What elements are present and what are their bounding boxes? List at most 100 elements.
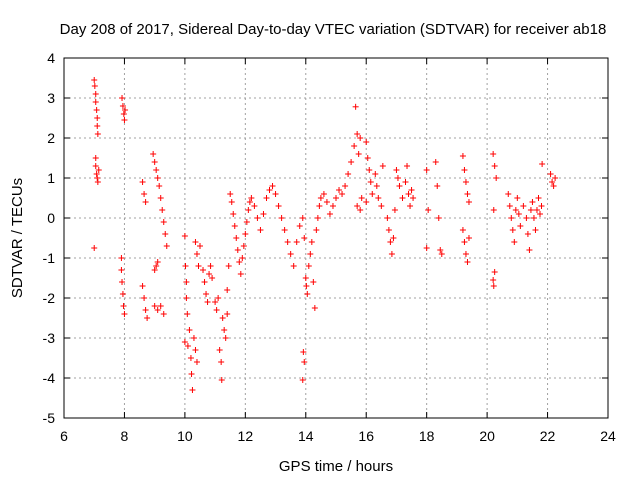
x-tick-label: 16 — [358, 428, 374, 444]
data-point — [120, 111, 127, 117]
data-point — [301, 235, 308, 241]
data-point — [363, 139, 370, 145]
data-point — [160, 219, 167, 225]
data-point — [228, 199, 235, 205]
x-tick-label: 24 — [600, 428, 616, 444]
data-point — [316, 203, 323, 209]
data-point — [278, 215, 285, 221]
data-point — [490, 277, 497, 283]
data-point — [326, 211, 333, 217]
data-point — [394, 175, 401, 181]
data-point — [393, 167, 400, 173]
data-point — [437, 247, 444, 253]
data-point — [491, 163, 498, 169]
data-point — [163, 243, 170, 249]
data-point — [193, 251, 200, 257]
data-point — [224, 311, 231, 317]
data-point — [367, 179, 374, 185]
data-point — [281, 227, 288, 233]
y-axis-title: SDTVAR / TECUs — [9, 178, 26, 298]
data-point — [245, 207, 252, 213]
x-tick-label: 14 — [298, 428, 314, 444]
data-point — [254, 215, 261, 221]
data-point — [432, 159, 439, 165]
data-point — [242, 231, 249, 237]
grid — [64, 58, 608, 418]
data-point — [317, 195, 324, 201]
data-point — [435, 215, 442, 221]
data-point — [404, 163, 411, 169]
data-point — [122, 107, 129, 113]
data-point — [434, 183, 441, 189]
data-point — [407, 203, 414, 209]
data-point — [396, 183, 403, 189]
data-point — [181, 233, 188, 239]
data-point — [119, 291, 126, 297]
data-point — [119, 103, 126, 109]
data-point — [139, 283, 146, 289]
data-point — [236, 259, 243, 265]
data-point — [94, 175, 101, 181]
y-tick-labels: 4 3 2 1 0 -1 -2 -3 -4 -5 — [43, 50, 56, 426]
data-point — [142, 307, 149, 313]
data-point — [248, 195, 255, 201]
data-point — [352, 103, 359, 110]
data-point — [219, 315, 226, 321]
data-point — [299, 215, 306, 221]
data-point — [357, 207, 364, 213]
data-point — [94, 179, 101, 185]
data-point — [284, 239, 291, 245]
data-point — [207, 263, 214, 269]
data-point — [263, 195, 270, 201]
data-point — [539, 161, 546, 167]
data-point — [313, 227, 320, 233]
data-point — [388, 251, 395, 257]
data-point — [514, 195, 521, 201]
data-point — [459, 227, 466, 233]
data-point — [305, 263, 312, 269]
data-point — [212, 299, 219, 305]
y-tick-label: -3 — [43, 330, 56, 346]
data-point — [302, 275, 309, 281]
x-tick-label: 8 — [121, 428, 129, 444]
data-point — [215, 295, 222, 301]
data-point — [399, 195, 406, 201]
data-point — [93, 171, 100, 177]
data-point — [357, 135, 364, 141]
data-point — [336, 187, 343, 193]
x-tick-label: 18 — [419, 428, 435, 444]
data-point — [535, 195, 542, 201]
data-point — [189, 387, 196, 393]
data-point — [183, 279, 190, 285]
data-point — [230, 211, 237, 217]
y-tick-label: -1 — [43, 250, 56, 266]
data-point — [354, 131, 361, 137]
data-point — [461, 239, 468, 245]
x-axis-title: GPS time / hours — [279, 458, 393, 475]
data-point — [139, 179, 146, 185]
data-point — [329, 203, 336, 209]
data-point — [224, 287, 231, 293]
data-point — [190, 335, 197, 341]
data-points — [91, 77, 559, 393]
y-tick-label: -4 — [43, 370, 56, 386]
data-point — [144, 315, 151, 321]
data-point — [121, 117, 128, 123]
data-point — [379, 163, 386, 169]
y-tick-label: 4 — [47, 50, 55, 66]
data-point — [121, 311, 128, 317]
data-point — [187, 355, 194, 361]
data-point — [363, 199, 370, 205]
data-point — [493, 175, 500, 181]
y-tick-label: -2 — [43, 290, 56, 306]
data-point — [275, 203, 282, 209]
axis-ticks — [63, 57, 609, 419]
data-point — [461, 167, 468, 173]
data-point — [358, 195, 365, 201]
data-point — [310, 279, 317, 285]
data-point — [533, 207, 540, 213]
data-point — [490, 207, 497, 213]
data-point — [402, 179, 409, 185]
data-point — [246, 199, 253, 205]
